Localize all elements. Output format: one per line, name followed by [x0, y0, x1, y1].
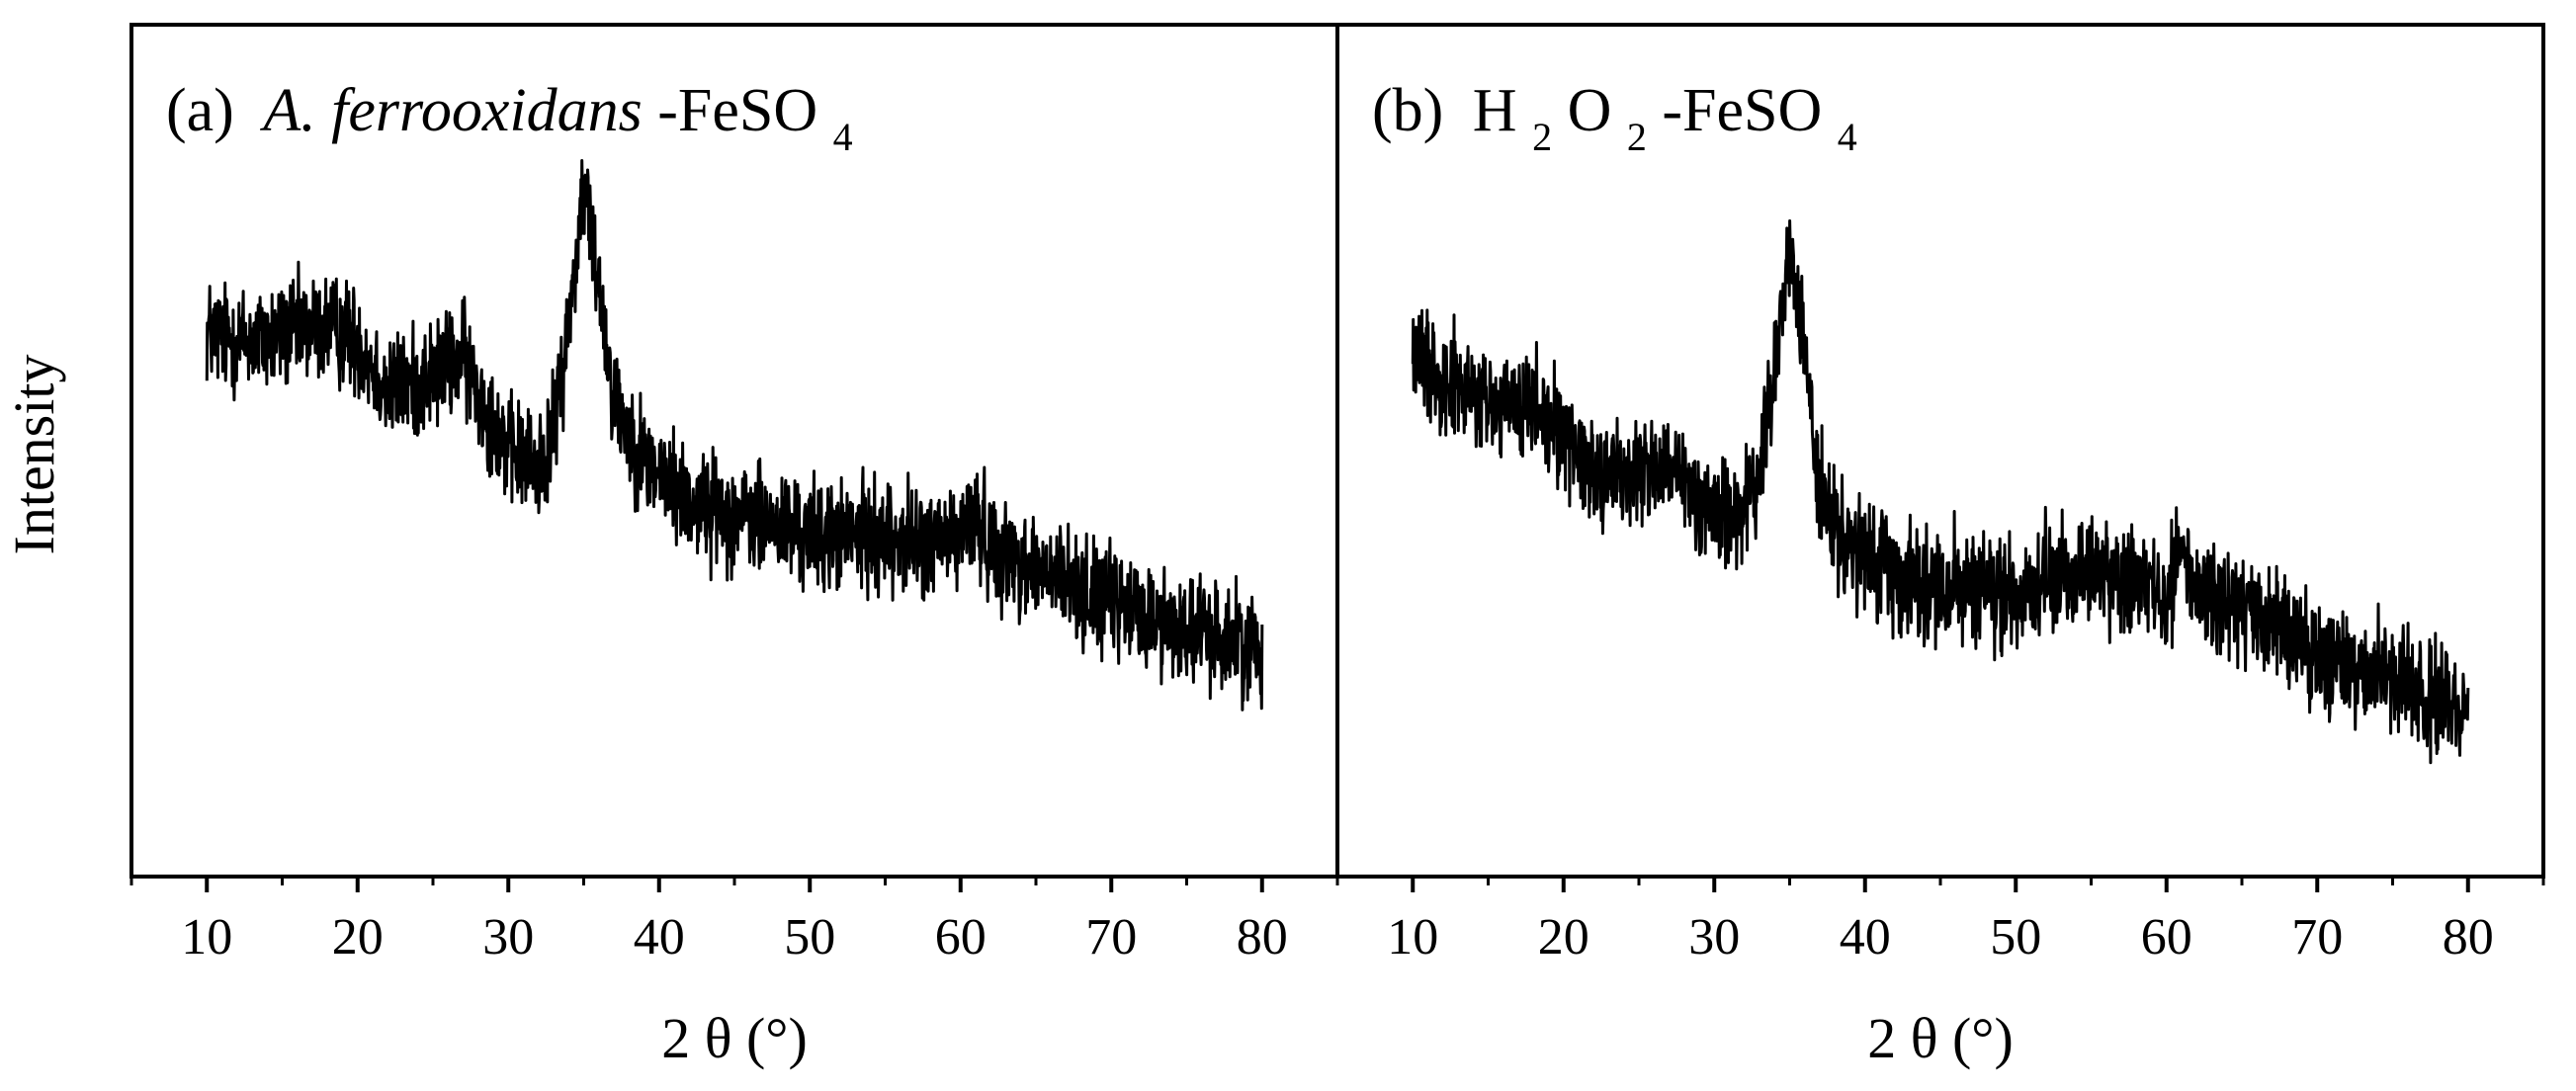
- panel-b-title-rest: -FeSO: [1662, 77, 1822, 144]
- panel-b-x-ticks: [1335, 877, 2545, 892]
- y-axis-label: Intensity: [2, 355, 66, 555]
- panel-a-x-tick-label-50: 50: [784, 909, 835, 965]
- panel-b-x-tick-labels: 10 20 30 40 50 60 70 80: [1387, 909, 2494, 965]
- panel-b-title-subscript-1: 2: [1532, 115, 1552, 159]
- panel-a-x-tick-label-20: 20: [332, 909, 384, 965]
- panel-b-x-tick-label-40: 40: [1840, 909, 1891, 965]
- panel-a-title-italic: A. ferrooxidans: [259, 77, 642, 144]
- panel-a-series-line: [205, 159, 1264, 712]
- panel-a-x-tick-label-60: 60: [935, 909, 987, 965]
- panel-a-x-tick-label-10: 10: [181, 909, 232, 965]
- panel-b-x-tick-label-50: 50: [1990, 909, 2041, 965]
- panel-b-x-axis-label: 2 θ (°): [1867, 1006, 2014, 1070]
- panel-b-series-line: [1411, 219, 2470, 765]
- panel-b: (b) H 2 O 2 -FeSO 4 10 20 30 40 50 60 70 80 2 θ…: [1335, 23, 2545, 1070]
- panel-b-title: (b) H 2 O 2 -FeSO 4: [1372, 77, 1857, 164]
- panel-a-title-rest: -FeSO: [657, 77, 817, 144]
- panel-b-x-tick-label-30: 30: [1688, 909, 1740, 965]
- panel-b-title-h: H: [1473, 77, 1517, 144]
- panel-a-x-tick-label-70: 70: [1085, 909, 1137, 965]
- panel-b-x-tick-label-20: 20: [1538, 909, 1589, 965]
- panel-a-title: (a) A. ferrooxidans -FeSO 4: [166, 77, 853, 159]
- panel-b-title-o: O: [1568, 77, 1612, 144]
- panel-b-x-tick-label-10: 10: [1387, 909, 1438, 965]
- panel-a-x-axis-label: 2 θ (°): [661, 1006, 808, 1070]
- panel-a-x-tick-label-40: 40: [634, 909, 685, 965]
- panel-b-title-subscript-3: 4: [1838, 115, 1857, 159]
- panel-b-label: (b): [1372, 77, 1443, 144]
- panel-b-x-tick-label-80: 80: [2443, 909, 2494, 965]
- panel-a-x-ticks: [129, 877, 1339, 892]
- panel-a-title-subscript: 4: [833, 115, 853, 159]
- panel-b-title-subscript-2: 2: [1627, 115, 1647, 159]
- panel-a-x-tick-labels: 10 20 30 40 50 60 70 80: [181, 909, 1288, 965]
- panel-b-x-tick-label-60: 60: [2141, 909, 2192, 965]
- panel-a: (a) A. ferrooxidans -FeSO 4 10 20 30 40 50 60…: [129, 23, 1339, 1070]
- panel-a-x-tick-label-80: 80: [1237, 909, 1288, 965]
- panel-b-x-tick-label-70: 70: [2291, 909, 2343, 965]
- panel-a-x-tick-label-30: 30: [482, 909, 534, 965]
- panel-a-label: (a): [166, 77, 234, 144]
